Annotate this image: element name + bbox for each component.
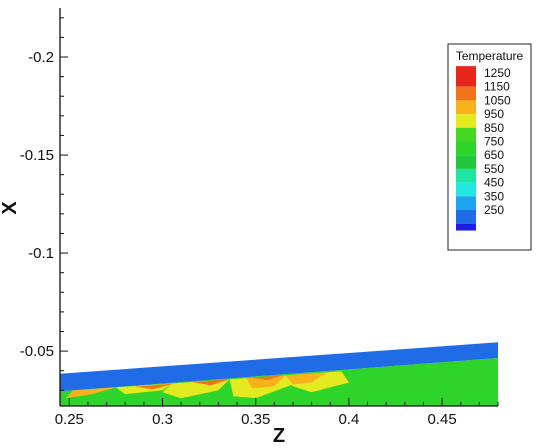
contour-regions bbox=[60, 342, 498, 406]
y-axis-title: X bbox=[0, 201, 21, 215]
hot-zone-region bbox=[134, 383, 174, 390]
x-tick-label: 0.3 bbox=[152, 411, 173, 428]
x-tick-label: 0.25 bbox=[55, 411, 84, 428]
legend-title: Temperature bbox=[456, 49, 524, 63]
legend-label: 850 bbox=[484, 121, 504, 135]
legend-label: 1150 bbox=[484, 80, 510, 94]
plot-axes: 0.25 0.3 0.35 0.4 0.45 -0.2 -0.15 -0.1 -0.05 bbox=[20, 8, 499, 428]
legend-swatch bbox=[456, 100, 476, 115]
x-axis-title: Z bbox=[273, 425, 285, 447]
legend-label: 350 bbox=[484, 189, 504, 203]
legend-label: 1250 bbox=[484, 66, 511, 80]
legend-swatch bbox=[456, 114, 476, 128]
legend-swatch bbox=[456, 155, 476, 169]
legend-label: 750 bbox=[484, 135, 504, 149]
legend-swatch bbox=[456, 196, 476, 210]
x-tick-label: 0.4 bbox=[338, 411, 359, 428]
hot-zone-region bbox=[192, 379, 230, 386]
cooling-band-region bbox=[60, 342, 498, 392]
legend-swatch bbox=[456, 66, 476, 73]
y-tick-label: -0.15 bbox=[20, 147, 54, 164]
legend-label: 450 bbox=[484, 176, 504, 190]
legend-swatch bbox=[456, 210, 476, 224]
hot-zone-region bbox=[246, 375, 286, 389]
y-tick-label: -0.2 bbox=[28, 49, 54, 66]
legend-swatch bbox=[456, 86, 476, 101]
legend-label: 550 bbox=[484, 162, 504, 176]
legend-swatch bbox=[456, 182, 476, 197]
legend-swatch bbox=[456, 73, 476, 87]
hot-zone-region bbox=[252, 375, 282, 381]
hot-zone-region bbox=[65, 387, 116, 399]
legend-swatch bbox=[456, 168, 476, 183]
hot-zone-region bbox=[285, 372, 327, 385]
x-tick-label: 0.35 bbox=[241, 411, 270, 428]
legend-label: 650 bbox=[484, 148, 504, 162]
legend-label: 250 bbox=[484, 203, 504, 217]
temperature-legend: Temperature 12501150105095085075065055045… bbox=[447, 43, 532, 251]
x-tick-label: 0.45 bbox=[427, 411, 456, 428]
y-tick-label: -0.1 bbox=[28, 245, 54, 262]
legend-swatch bbox=[456, 223, 476, 231]
legend-label: 950 bbox=[484, 107, 504, 121]
y-tick-label: -0.05 bbox=[20, 343, 54, 360]
legend-swatch bbox=[456, 141, 476, 156]
legend-swatch bbox=[456, 127, 476, 142]
legend-label: 1050 bbox=[484, 93, 511, 107]
